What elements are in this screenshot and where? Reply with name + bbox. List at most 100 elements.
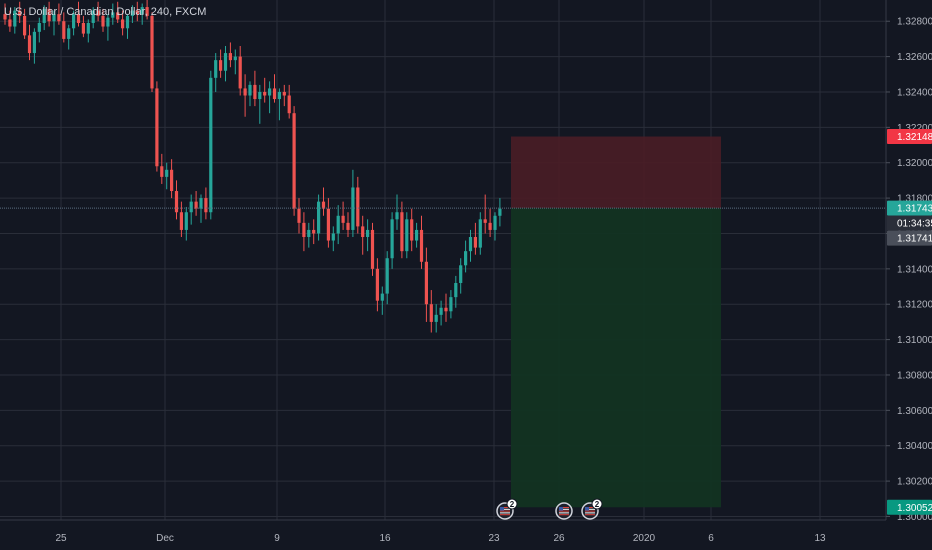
candle-down [429,290,433,333]
candle-up [111,3,115,25]
candle-body [366,229,370,238]
candle-down [483,194,487,234]
event-marker[interactable]: 2 [496,498,518,520]
candle-body [160,166,164,177]
us-flag-icon [559,507,569,516]
candle-down [18,1,22,23]
candle-up [317,194,321,241]
candle-body [199,198,203,209]
candle-body [385,258,389,294]
candle-body [145,7,149,16]
candle-body [238,56,242,89]
candle-down [292,106,296,216]
candle-body [57,14,61,22]
candle-up [351,169,355,238]
candle-body [155,88,159,167]
candle-up [165,162,169,190]
candle-up [307,222,311,248]
candle-body [135,10,139,15]
us-flag-icon [500,507,510,516]
candle-up [478,212,482,255]
candle-body [488,222,492,230]
previous-price-label-text: 1.31741 [897,234,932,245]
time-axis[interactable]: 25 Dec 9 16 23 26 2020 6 13 [0,519,886,550]
candle-up [140,3,144,25]
candle-down [297,198,301,234]
candle-body [228,53,232,61]
candle-body [478,219,482,248]
price-tick-label: 1.31200 [897,300,932,311]
stop-loss-zone[interactable] [511,136,721,209]
candle-down [243,74,247,117]
candles [3,0,502,333]
price-tick-label: 1.32600 [897,52,932,63]
price-axis[interactable]: 1.32800 1.32600 1.32400 1.32200 1.32000 1.318… [885,0,932,550]
position-tool[interactable] [511,136,721,508]
candle-down [57,3,61,25]
candle-body [321,201,326,209]
candle-body [258,91,262,100]
price-tick-label: 1.30800 [897,370,932,381]
candle-down [370,222,375,276]
candle-body [253,84,257,100]
candle-body [375,268,379,301]
event-marker[interactable]: 2 [581,498,603,520]
candle-body [8,19,12,27]
price-axis-background [886,0,932,550]
candle-down [160,153,164,184]
candle-body [130,10,134,16]
candle-body [23,15,27,36]
candle-down [96,1,100,22]
candle-down [488,208,492,238]
candle-down [62,12,66,43]
candle-up [72,10,76,36]
current-price-label-bg [887,200,932,216]
time-tick-label: Dec [156,533,174,544]
event-marker[interactable] [555,502,573,520]
candle-body [424,261,428,305]
candle-body [434,314,438,322]
time-tick-label: 23 [488,533,500,544]
candle-down [228,42,232,68]
flag-stripe [500,507,510,508]
event-count: 2 [595,500,600,509]
candle-up [331,226,335,252]
take-profit-zone[interactable] [511,208,721,508]
price-tick-label: 1.32400 [897,87,932,98]
candle-up [439,300,443,326]
flag-stripe [559,508,569,510]
candle-body [439,307,443,315]
candle-up [233,49,237,75]
candle-up [493,212,497,241]
candle-body [62,21,66,39]
candle-body [174,191,179,213]
candle-body [312,229,316,234]
stop-loss-price-label-bg [887,129,932,145]
candle-body [277,91,281,100]
candle-body [297,208,301,223]
event-count-badge [591,498,603,510]
candle-down [219,49,223,78]
price-tick-label: 1.31000 [897,335,932,346]
candle-up [189,194,193,225]
candle-body [493,215,497,230]
candle-down [253,70,257,107]
event-count: 2 [510,500,515,509]
chart-title: U.S. Dollar / Canadian Dollar, 240, FXCM [4,6,207,18]
candle-body [361,226,365,238]
candle-up [366,219,370,252]
candle-body [268,88,272,96]
previous-price-label-bg [887,230,932,246]
candle-down [302,212,306,252]
candle-body [282,91,286,96]
candle-body [263,91,267,96]
flag-stripe [500,514,510,516]
candle-body [179,212,183,230]
candle-body [498,208,502,216]
candle-body [81,22,85,34]
candle-body [116,12,120,20]
